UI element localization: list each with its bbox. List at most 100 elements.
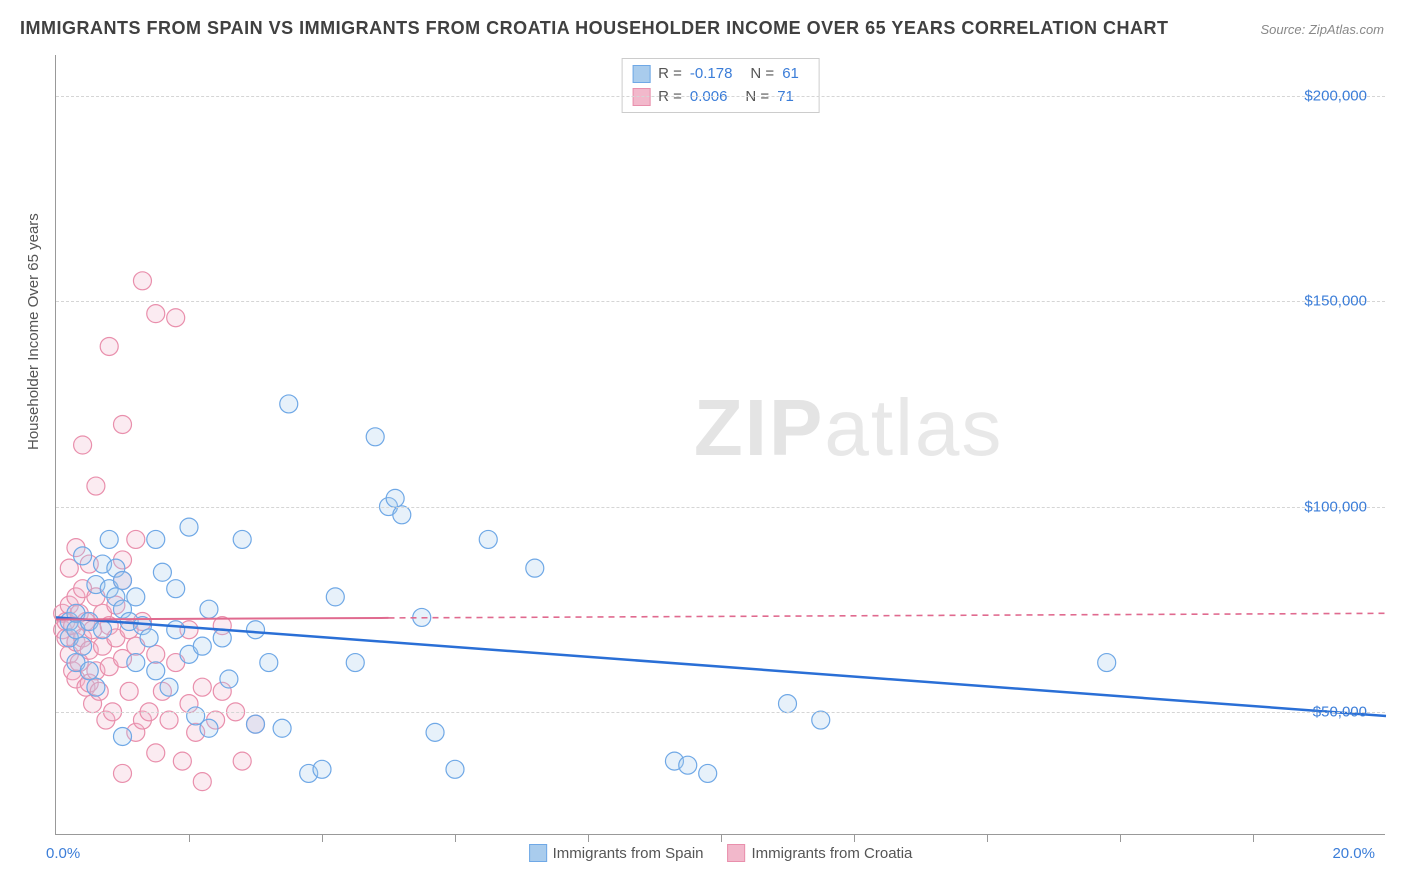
x-tick (189, 834, 190, 842)
x-tick (987, 834, 988, 842)
scatter-point (779, 695, 797, 713)
legend-series: Immigrants from Spain Immigrants from Cr… (529, 844, 913, 862)
gridline-h (56, 96, 1385, 97)
scatter-point (393, 506, 411, 524)
x-tick (588, 834, 589, 842)
plot-area: ZIPatlas R = -0.178 N = 61 R = 0.006 N =… (55, 55, 1385, 835)
scatter-point (87, 678, 105, 696)
scatter-point (233, 752, 251, 770)
scatter-point (679, 756, 697, 774)
source-label: Source: ZipAtlas.com (1260, 22, 1384, 37)
legend-label-croatia: Immigrants from Croatia (752, 845, 913, 862)
scatter-point (167, 580, 185, 598)
y-tick-label: $100,000 (1304, 498, 1367, 515)
scatter-point (160, 711, 178, 729)
scatter-point (74, 637, 92, 655)
legend-item-croatia: Immigrants from Croatia (728, 844, 913, 862)
scatter-point (193, 637, 211, 655)
legend-label-spain: Immigrants from Spain (553, 845, 704, 862)
scatter-point (426, 723, 444, 741)
scatter-point (247, 715, 265, 733)
x-tick (721, 834, 722, 842)
scatter-point (74, 547, 92, 565)
scatter-point (120, 682, 138, 700)
y-tick-label: $200,000 (1304, 88, 1367, 105)
x-min-label: 0.0% (46, 845, 80, 862)
scatter-point (167, 621, 185, 639)
scatter-point (280, 395, 298, 413)
gridline-h (56, 507, 1385, 508)
scatter-point (193, 678, 211, 696)
scatter-point (213, 629, 231, 647)
legend-stats-row-spain: R = -0.178 N = 61 (632, 63, 809, 86)
scatter-point (193, 773, 211, 791)
scatter-point (153, 563, 171, 581)
y-tick-label: $50,000 (1313, 703, 1367, 720)
scatter-point (479, 530, 497, 548)
scatter-point (326, 588, 344, 606)
chart-svg (56, 55, 1385, 834)
scatter-point (74, 436, 92, 454)
scatter-point (446, 760, 464, 778)
n-value-1: 61 (782, 63, 799, 86)
swatch-spain-b (529, 844, 547, 862)
scatter-point (87, 477, 105, 495)
scatter-point (100, 337, 118, 355)
scatter-point (147, 305, 165, 323)
scatter-point (699, 764, 717, 782)
scatter-point (147, 645, 165, 663)
swatch-spain (632, 65, 650, 83)
x-max-label: 20.0% (1332, 845, 1375, 862)
scatter-point (200, 719, 218, 737)
gridline-h (56, 712, 1385, 713)
scatter-point (812, 711, 830, 729)
y-tick-label: $150,000 (1304, 293, 1367, 310)
scatter-point (114, 415, 132, 433)
scatter-point (366, 428, 384, 446)
scatter-point (94, 621, 112, 639)
scatter-point (173, 752, 191, 770)
x-tick (854, 834, 855, 842)
swatch-croatia-b (728, 844, 746, 862)
scatter-point (133, 272, 151, 290)
y-axis-title: Householder Income Over 65 years (25, 213, 42, 450)
scatter-point (220, 670, 238, 688)
scatter-point (273, 719, 291, 737)
scatter-point (100, 530, 118, 548)
r-value-1: -0.178 (690, 63, 733, 86)
legend-stats-box: R = -0.178 N = 61 R = 0.006 N = 71 (621, 58, 820, 113)
scatter-point (80, 662, 98, 680)
scatter-point (386, 489, 404, 507)
scatter-point (247, 621, 265, 639)
scatter-point (260, 654, 278, 672)
scatter-point (200, 600, 218, 618)
scatter-point (114, 764, 132, 782)
x-tick (322, 834, 323, 842)
scatter-point (127, 530, 145, 548)
x-tick (1120, 834, 1121, 842)
scatter-point (167, 309, 185, 327)
n-label-1: N = (750, 63, 774, 86)
scatter-point (1098, 654, 1116, 672)
r-label-1: R = (658, 63, 682, 86)
scatter-point (147, 662, 165, 680)
scatter-point (127, 654, 145, 672)
scatter-point (313, 760, 331, 778)
scatter-point (180, 518, 198, 536)
regression-line-dashed (389, 613, 1387, 618)
chart-title: IMMIGRANTS FROM SPAIN VS IMMIGRANTS FROM… (20, 18, 1169, 39)
x-tick (455, 834, 456, 842)
x-tick (1253, 834, 1254, 842)
gridline-h (56, 301, 1385, 302)
scatter-point (114, 727, 132, 745)
legend-item-spain: Immigrants from Spain (529, 844, 704, 862)
regression-line (56, 617, 1386, 716)
scatter-point (233, 530, 251, 548)
scatter-point (147, 530, 165, 548)
scatter-point (140, 629, 158, 647)
scatter-point (160, 678, 178, 696)
scatter-point (114, 571, 132, 589)
scatter-point (127, 588, 145, 606)
scatter-point (346, 654, 364, 672)
scatter-point (526, 559, 544, 577)
